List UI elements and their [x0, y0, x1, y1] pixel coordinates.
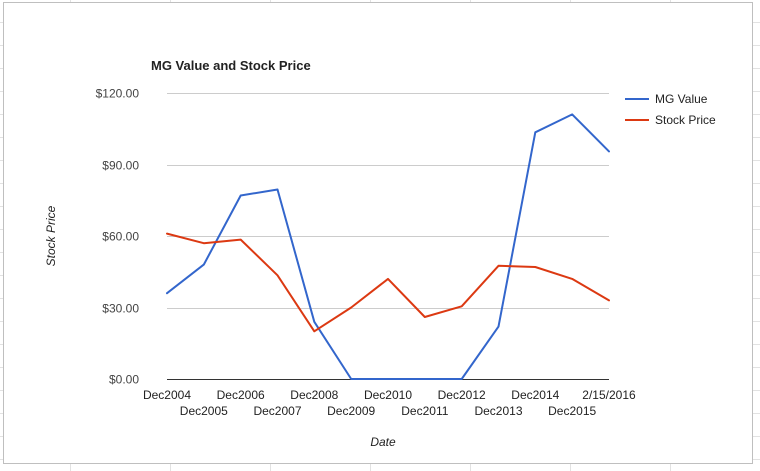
data-point: [239, 238, 243, 242]
chart-gridlines: [167, 93, 609, 380]
x-tick-label: Dec2008: [290, 388, 338, 402]
data-point: [165, 232, 169, 236]
x-axis-ticks: Dec2004 Dec2005 Dec2006 Dec2007 Dec2008 Dec20…: [143, 388, 636, 418]
y-axis-title: Stock Price: [44, 205, 58, 266]
y-tick-label: $120.00: [96, 87, 140, 101]
chart-legend: MG Value Stock Price: [625, 92, 716, 127]
data-point: [239, 193, 243, 197]
data-point: [386, 377, 390, 381]
x-tick-label: Dec2013: [474, 404, 522, 418]
legend-label: Stock Price: [655, 113, 716, 127]
data-point: [607, 298, 611, 302]
y-tick-label: $30.00: [102, 302, 139, 316]
x-tick-label: Dec2011: [401, 404, 448, 418]
data-point: [202, 263, 206, 267]
x-tick-label: Dec2006: [217, 388, 265, 402]
data-point: [533, 130, 537, 134]
x-tick-label: Dec2015: [548, 404, 596, 418]
x-tick-label: Dec2009: [327, 404, 375, 418]
data-point: [423, 315, 427, 319]
series-lines: [165, 112, 611, 381]
data-point: [423, 377, 427, 381]
data-point: [460, 304, 464, 308]
data-point: [349, 306, 353, 310]
x-tick-label: 2/15/2016: [582, 388, 636, 402]
data-point: [570, 112, 574, 116]
data-point: [607, 149, 611, 153]
data-point: [386, 277, 390, 281]
data-point: [312, 320, 316, 324]
data-point: [276, 273, 280, 277]
x-tick-label: Dec2007: [253, 404, 301, 418]
data-point: [533, 265, 537, 269]
chart-title: MG Value and Stock Price: [151, 58, 311, 73]
data-point: [460, 377, 464, 381]
x-tick-label: Dec2012: [438, 388, 486, 402]
x-axis-title: Date: [370, 435, 396, 449]
data-point: [202, 241, 206, 245]
legend-label: MG Value: [655, 92, 708, 106]
data-point: [276, 188, 280, 192]
y-tick-label: $90.00: [102, 159, 139, 173]
series-line-1: [166, 113, 610, 380]
y-axis-ticks: $0.00 $30.00 $60.00 $90.00 $120.00: [96, 87, 140, 387]
y-tick-label: $60.00: [102, 230, 139, 244]
x-tick-label: Dec2004: [143, 388, 191, 402]
series-line-2: [166, 232, 610, 333]
data-point: [570, 277, 574, 281]
chart-container[interactable]: MG Value and Stock Price $0.00 $30.00 $60.…: [3, 2, 753, 464]
x-tick-label: Dec2014: [511, 388, 559, 402]
data-point: [497, 264, 501, 268]
line-chart: MG Value and Stock Price $0.00 $30.00 $60.…: [44, 58, 716, 449]
data-point: [165, 291, 169, 295]
y-tick-label: $0.00: [109, 373, 139, 387]
x-tick-label: Dec2005: [180, 404, 228, 418]
x-tick-label: Dec2010: [364, 388, 412, 402]
data-point: [312, 329, 316, 333]
data-point: [349, 377, 353, 381]
data-point: [497, 325, 501, 329]
